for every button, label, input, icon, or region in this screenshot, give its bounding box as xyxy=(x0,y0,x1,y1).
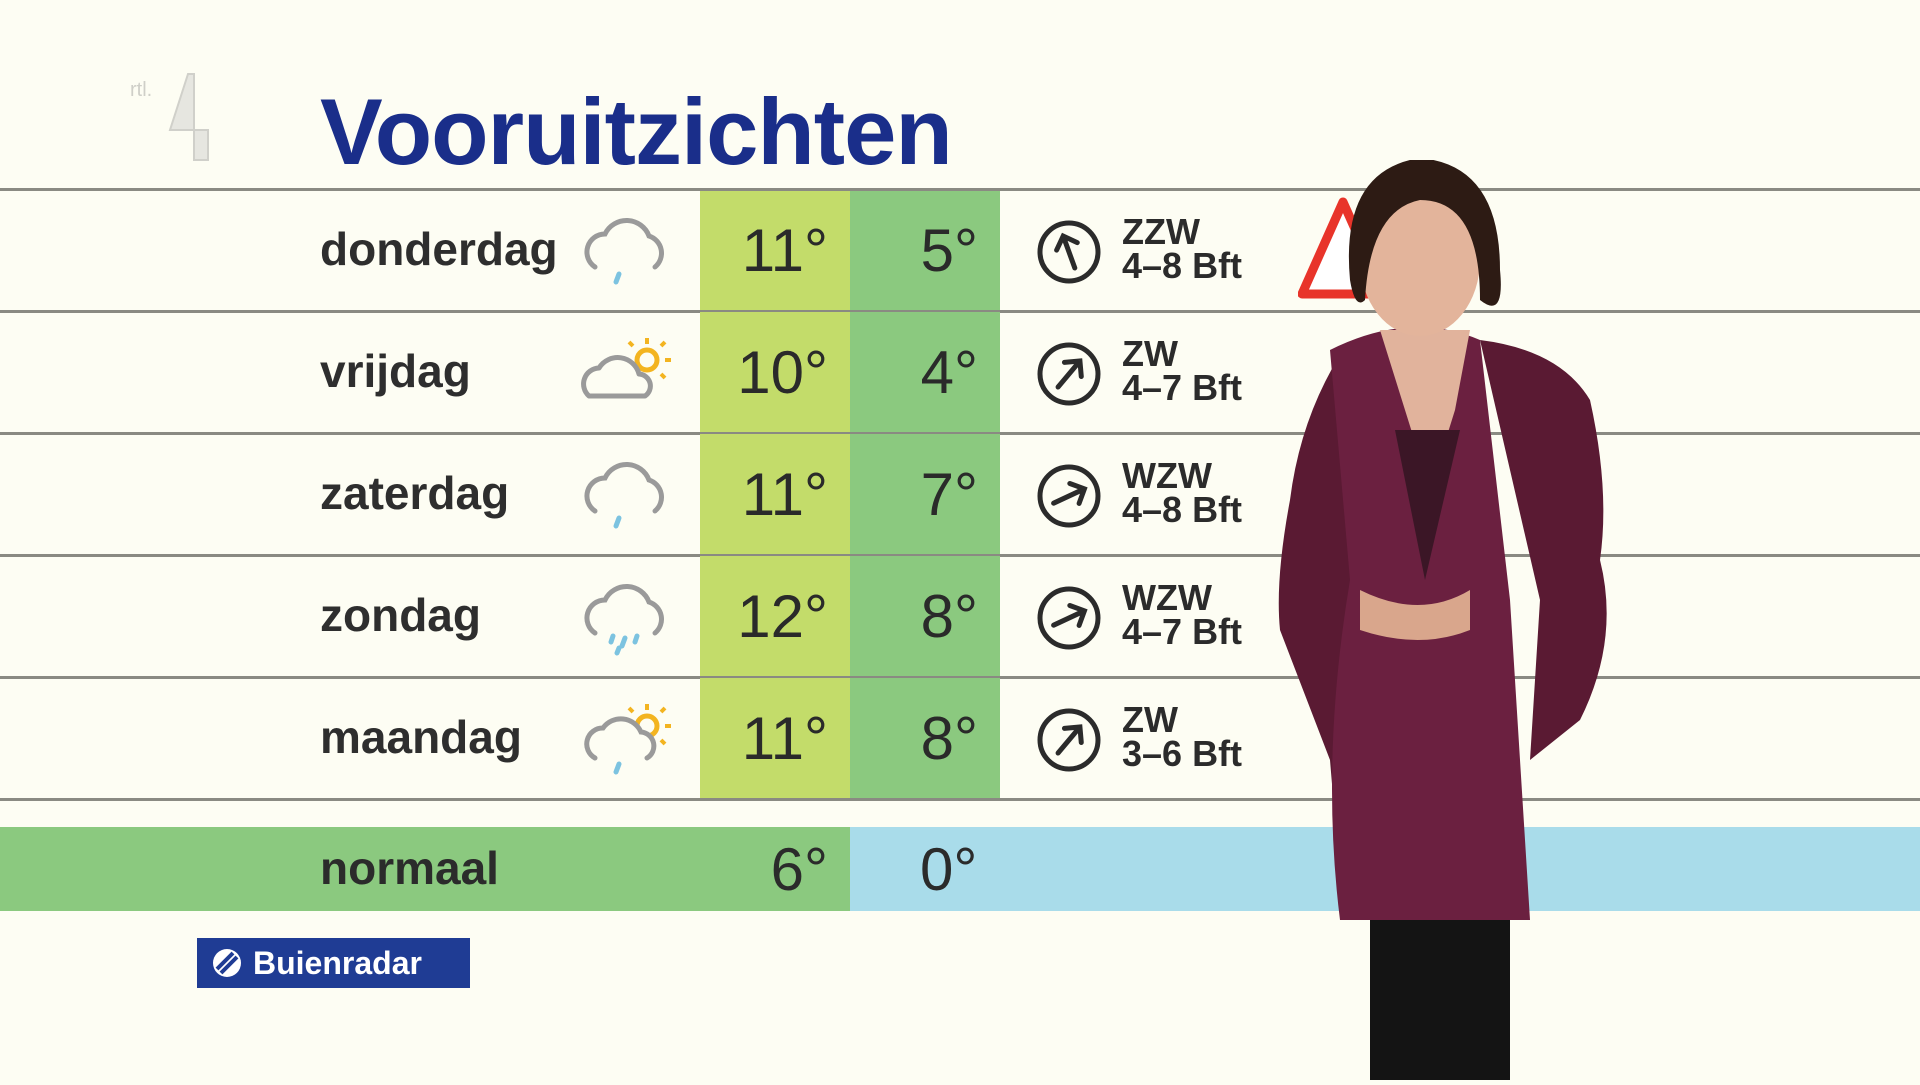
wind-direction: ZW xyxy=(1122,333,1178,374)
cloud-rain-icon xyxy=(584,584,664,656)
forecast-row: 11° 7° zaterdag WZW 4–8 Bft xyxy=(0,434,1920,557)
min-temp: 7° xyxy=(850,434,1000,556)
brand-name: Buienradar xyxy=(253,945,422,981)
divider xyxy=(0,310,1920,313)
buienradar-logo: Buienradar xyxy=(197,938,470,988)
normal-max: 6° xyxy=(770,836,828,903)
min-temp: 5° xyxy=(850,190,1000,312)
sun-behind-cloud-icon xyxy=(581,338,671,399)
day-label: maandag xyxy=(320,711,522,763)
sun-cloud-rain-icon xyxy=(584,704,671,775)
normal-max-band xyxy=(0,827,850,911)
wind-arrow-icon xyxy=(1037,708,1101,772)
wind-speed: 4–7 Bft xyxy=(1122,367,1243,408)
max-temp: 11° xyxy=(700,678,850,800)
page-title: Vooruitzichten xyxy=(320,79,953,184)
wind-direction: WZW xyxy=(1122,577,1212,618)
wind-direction: WZW xyxy=(1122,455,1212,496)
divider xyxy=(0,554,1920,557)
wind-arrow-icon xyxy=(1037,342,1101,406)
day-label: zaterdag xyxy=(320,467,510,519)
forecast-row: 11° 5° donderdag ZZW 4–8 Bft xyxy=(0,190,1920,313)
day-label: donderdag xyxy=(320,223,558,275)
min-temp: 8° xyxy=(850,556,1000,678)
wind-speed: 3–6 Bft xyxy=(1122,733,1243,774)
day-label: zondag xyxy=(320,589,481,641)
min-temp: 8° xyxy=(850,678,1000,800)
wind-speed: 4–8 Bft xyxy=(1122,245,1243,286)
wind-speed: 4–7 Bft xyxy=(1122,611,1243,652)
forecast-row: 11° 8° maandag ZW 3–6 Bft xyxy=(0,678,1920,801)
svg-text:rtl.: rtl. xyxy=(130,79,152,101)
forecast-row: 12° 8° zondag WZW 4–7 Bft xyxy=(0,556,1920,679)
day-label: vrijdag xyxy=(320,345,471,397)
wind-arrow-icon xyxy=(1037,586,1101,650)
cloud-light-rain-icon xyxy=(584,462,664,529)
buienradar-icon xyxy=(213,949,241,977)
wind-arrow-icon xyxy=(1037,220,1101,284)
divider xyxy=(0,798,1920,801)
normal-min: 0° xyxy=(920,836,978,903)
wind-direction: ZZW xyxy=(1122,211,1200,252)
divider xyxy=(0,676,1920,679)
wind-direction: ZW xyxy=(1122,699,1178,740)
max-temp: 11° xyxy=(700,434,850,556)
normal-label: normaal xyxy=(320,842,499,894)
divider xyxy=(0,188,1920,191)
cloud-light-rain-icon xyxy=(584,218,664,285)
presenter xyxy=(1180,158,1700,1080)
wind-speed: 4–8 Bft xyxy=(1122,489,1243,530)
max-temp: 12° xyxy=(700,556,850,678)
forecast-row: 10° 4° vrijdag ZW 4–7 Bft xyxy=(0,312,1920,435)
wind-arrow-icon xyxy=(1037,464,1101,528)
divider xyxy=(0,432,1920,435)
rtl4-logo: rtl. xyxy=(128,70,228,162)
min-temp: 4° xyxy=(850,312,1000,434)
max-temp: 11° xyxy=(700,190,850,312)
max-temp: 10° xyxy=(700,312,850,434)
